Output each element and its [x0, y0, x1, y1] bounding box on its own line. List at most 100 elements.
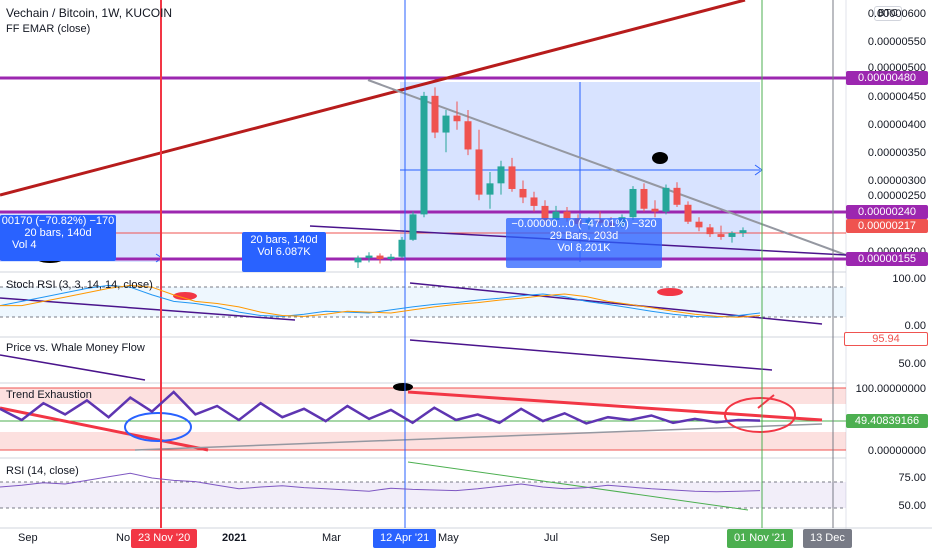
time-label: May [438, 532, 459, 544]
candle-body[interactable] [354, 257, 362, 263]
candle-body[interactable] [420, 95, 428, 215]
time-label: Sep [650, 532, 670, 544]
rsi-tick: 50.00 [898, 500, 926, 512]
candle-body[interactable] [651, 208, 659, 212]
whale-trendline-2 [409, 339, 773, 371]
candle-body[interactable] [640, 188, 648, 209]
trend-title[interactable]: Trend Exhaustion [6, 389, 92, 401]
time-badge-gray: 13 Dec [803, 529, 852, 548]
rsi-title[interactable]: RSI (14, close) [6, 465, 79, 477]
stoch-tick: 100.00 [892, 273, 926, 285]
candle-body[interactable] [684, 204, 692, 222]
price-tick: 0.00000450 [867, 91, 926, 103]
candle-body[interactable] [629, 188, 637, 218]
trend-red-line-1 [0, 406, 209, 452]
trend-lower-zone [0, 432, 846, 450]
trend-gray-line [134, 423, 823, 451]
descending-trendline[interactable] [367, 79, 847, 256]
candle-body[interactable] [662, 187, 670, 212]
trend-tick: 0.00000000 [867, 445, 926, 457]
candle-body[interactable] [673, 187, 681, 205]
candle-body[interactable] [739, 230, 747, 234]
indicator-title[interactable]: FF EMAR (close) [6, 23, 91, 35]
rising-trendline[interactable] [0, 0, 746, 197]
stoch-tick: 0.00 [904, 320, 926, 332]
measure-box-2[interactable]: 20 bars, 140d Vol 6.087K [242, 232, 326, 272]
candle-body[interactable] [409, 214, 417, 240]
price-tick: 0.00000400 [867, 119, 926, 131]
whale-title[interactable]: Price vs. Whale Money Flow [6, 342, 145, 354]
candle-series[interactable] [354, 87, 747, 268]
level-badge-middle: 0.00000240 [846, 205, 928, 219]
candle-body[interactable] [706, 227, 714, 235]
red-arrow-annotation [757, 394, 775, 409]
stoch-trendline-1 [0, 297, 296, 321]
price-tick: 0.00000250 [867, 190, 926, 202]
candle-body[interactable] [365, 255, 373, 258]
currency-button[interactable]: BTC [874, 6, 902, 21]
candle-body[interactable] [475, 149, 483, 195]
candle-body[interactable] [695, 221, 703, 228]
candle-body[interactable] [442, 115, 450, 133]
stoch-k-line [0, 284, 761, 318]
candle-body[interactable] [541, 205, 549, 221]
time-badge-blue: 12 Apr '21 [373, 529, 437, 548]
measure-line3: Vol 4 [12, 239, 37, 251]
trend-tick: 100.00000000 [855, 383, 926, 395]
price-tick: 0.00000350 [867, 147, 926, 159]
candle-body[interactable] [398, 239, 406, 257]
trend-value-badge: 49.40839166 [846, 414, 928, 428]
measure-line1: 20 bars, 140d [250, 234, 318, 246]
rsi-line [0, 472, 761, 493]
whale-tick: 50.00 [898, 358, 926, 370]
scribble-annotation [657, 288, 683, 296]
level-badge-lower: 0.00000155 [846, 252, 928, 266]
rsi-trendline [407, 461, 749, 511]
candle-body[interactable] [453, 115, 461, 122]
ink-mark [652, 152, 668, 164]
candle-body[interactable] [431, 95, 439, 133]
stoch-title[interactable]: Stoch RSI (3, 3, 14, 14, close) [6, 279, 153, 291]
scribble-annotation [173, 292, 197, 300]
time-label: Sep [18, 532, 38, 544]
rsi-tick: 75.00 [898, 472, 926, 484]
measure-line2: Vol 6.087K [257, 246, 311, 258]
measure-line1: 00170 (−70.82%) −170 [1, 215, 115, 227]
candle-body[interactable] [552, 211, 560, 221]
indicator-series [0, 284, 761, 493]
measure-box-3[interactable]: −0.00000…0 (−47.01%) −320 29 Bars, 203d … [506, 218, 662, 268]
measure-box-1[interactable]: 00170 (−70.82%) −170 20 bars, 140d Vol 4 [0, 215, 116, 261]
price-tick: 0.00000300 [867, 175, 926, 187]
symbol-title[interactable]: Vechain / Bitcoin, 1W, KUCOIN [6, 6, 173, 20]
candle-body[interactable] [563, 211, 571, 219]
level-badge-upper: 0.00000480 [846, 71, 928, 85]
trend-upper-zone [0, 388, 846, 404]
ink-mark [393, 383, 413, 391]
trend-red-line-2 [407, 390, 823, 422]
candle-body[interactable] [464, 121, 472, 150]
price-tick: 0.00000550 [867, 36, 926, 48]
candle-body[interactable] [486, 183, 494, 195]
candle-body[interactable] [497, 166, 505, 184]
price-tick: 0.00000600 [867, 8, 926, 20]
candle-body[interactable] [530, 197, 538, 206]
time-badge-red: 23 Nov '20 [131, 529, 198, 548]
measure-line3: Vol 8.201K [557, 242, 611, 254]
time-label: Jul [544, 532, 559, 544]
candle-body[interactable] [728, 233, 736, 237]
candle-body[interactable] [717, 234, 725, 237]
stoch-band [0, 287, 846, 317]
candle-body[interactable] [508, 166, 516, 189]
current-price-badge: 0.00000217 [846, 219, 928, 233]
candle-body[interactable] [376, 255, 384, 259]
measure-line2: 29 Bars, 203d [549, 230, 619, 242]
red-circle-annotation [724, 397, 796, 433]
candle-body[interactable] [519, 188, 527, 198]
measure-line1: −0.00000…0 (−47.01%) −320 [511, 218, 657, 230]
time-label: 2021 [222, 532, 247, 544]
measure-line2: 20 bars, 140d [24, 227, 92, 239]
candle-body[interactable] [387, 256, 395, 259]
whale-value-badge: 95.94 [844, 332, 928, 346]
